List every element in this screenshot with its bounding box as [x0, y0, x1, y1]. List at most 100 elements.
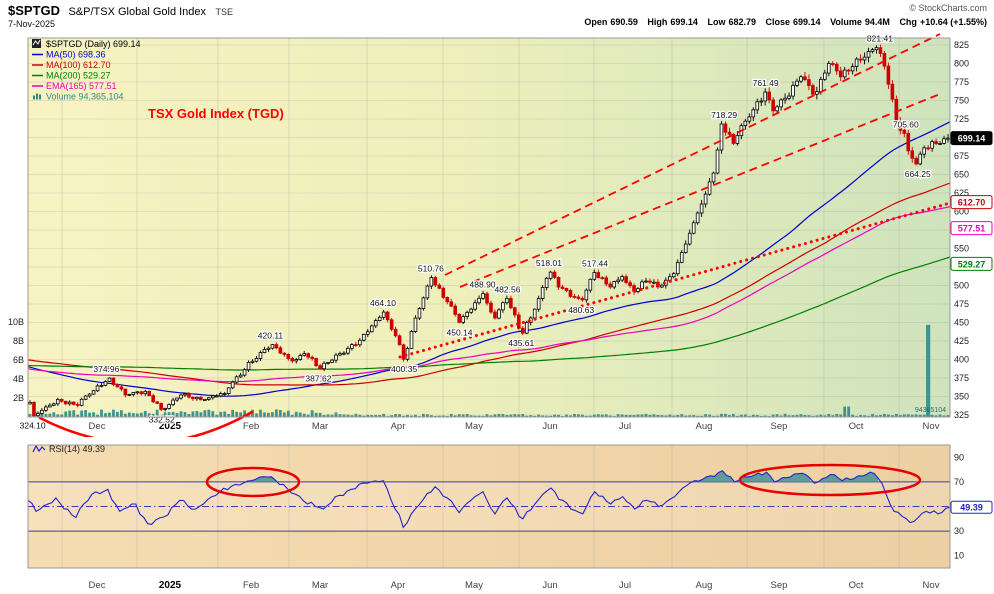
price-axis-label: 350 [954, 392, 969, 402]
chg-value: +10.64 (+1.55%) [919, 17, 987, 27]
svg-text:MA(100) 612.70: MA(100) 612.70 [46, 60, 111, 70]
rsi-panel-svg[interactable]: Dec 2025 Feb Mar Apr May Jun Jul Aug Sep Oct Nov 90 7… [0, 437, 994, 594]
svg-text:EMA(165) 577.51: EMA(165) 577.51 [46, 81, 117, 91]
month-label: Oct [849, 421, 864, 432]
sharpchart-icon [32, 39, 41, 48]
svg-text:Volume 94,365,104: Volume 94,365,104 [46, 92, 124, 102]
svg-text:577.51: 577.51 [958, 224, 986, 234]
price-axis-label: 750 [954, 96, 969, 106]
svg-text:821.41: 821.41 [867, 34, 893, 44]
month-label: Oct [849, 580, 864, 591]
volume-legend-icon [33, 95, 35, 100]
rsi-line [27, 470, 951, 529]
month-label: Sep [771, 580, 788, 591]
svg-text:435.61: 435.61 [508, 338, 534, 348]
high-value: 699.14 [670, 17, 698, 27]
svg-text:464.10: 464.10 [370, 298, 396, 308]
price-panel-svg[interactable]: 8258007757507257006756506256005755505255… [0, 32, 994, 437]
month-label: Nov [923, 580, 940, 591]
rsi-highlight-ellipse [205, 466, 301, 498]
price-axis-label: 650 [954, 170, 969, 180]
open-value: 690.59 [610, 17, 638, 27]
month-label: Feb [243, 421, 259, 432]
svg-text:49.39: 49.39 [960, 502, 983, 512]
svg-text:482.56: 482.56 [494, 284, 520, 294]
title-row: $SPTGD S&P/TSX Global Gold Index TSE [8, 2, 233, 20]
svg-text:324.10: 324.10 [20, 421, 46, 431]
month-label: Mar [312, 421, 328, 432]
svg-text:699.14: 699.14 [958, 134, 986, 144]
low-value: 682.79 [728, 17, 756, 27]
svg-text:420.11: 420.11 [258, 331, 284, 341]
month-label: Aug [696, 580, 713, 591]
svg-text:510.76: 510.76 [418, 264, 444, 274]
svg-text:400.35: 400.35 [391, 364, 417, 374]
svg-text:761.49: 761.49 [753, 78, 779, 88]
month-label: Jul [619, 421, 631, 432]
candles-layer [28, 44, 950, 417]
month-label: Jun [542, 421, 557, 432]
price-axis-label: 475 [954, 299, 969, 309]
high-label: High [647, 17, 668, 27]
month-label: Sep [771, 421, 788, 432]
price-axis-label: 325 [954, 410, 969, 420]
svg-text:$SPTGD (Daily) 699.14: $SPTGD (Daily) 699.14 [46, 39, 141, 49]
month-label: May [465, 580, 483, 591]
rsi-axis-label: 70 [954, 477, 964, 487]
price-axis-label: 500 [954, 281, 969, 291]
price-axis-label: 425 [954, 336, 969, 346]
rsi-plot-border [27, 444, 951, 569]
chart-header: $SPTGD S&P/TSX Global Gold Index TSE 7-N… [0, 0, 994, 32]
price-axis-label: 625 [954, 188, 969, 198]
close-value: 699.14 [793, 17, 821, 27]
volume-axis-label: 8B [13, 336, 24, 346]
svg-text:332.52: 332.52 [149, 414, 175, 424]
volume-axis-label: 6B [13, 355, 24, 365]
month-label: Dec [89, 421, 106, 432]
chart-annotation-title: TSX Gold Index (TGD) [148, 106, 284, 121]
month-label: Mar [312, 580, 328, 591]
close-label: Close [765, 17, 791, 27]
month-label: Apr [391, 421, 406, 432]
swing-price-labels: 324.10 374.96 332.52 420.11 387.62 464.10 400.… [18, 32, 932, 432]
svg-text:387.62: 387.62 [305, 374, 331, 384]
last-volume-value: 94365104 [915, 407, 946, 414]
svg-text:488.90: 488.90 [470, 280, 496, 290]
volume-label: Volume [830, 17, 862, 27]
month-label: 2025 [159, 421, 182, 432]
volume-axis-label: 10B [8, 317, 24, 327]
month-label: Nov [923, 421, 940, 432]
month-label: May [465, 421, 483, 432]
quote-bar: Open 690.59 High 699.14 Low 682.79 Close 699… [577, 17, 987, 27]
month-label: Apr [391, 580, 406, 591]
rsi-legend-icon [32, 444, 46, 453]
price-axis-label: 400 [954, 355, 969, 365]
svg-text:718.29: 718.29 [711, 110, 737, 120]
svg-text:612.70: 612.70 [958, 198, 986, 208]
svg-text:705.60: 705.60 [893, 119, 919, 129]
price-axis-label: 725 [954, 114, 969, 124]
price-axis-label: 450 [954, 318, 969, 328]
price-axis-label: 550 [954, 244, 969, 254]
axis-value-boxes: 699.14 612.70 577.51 529.27 [950, 131, 993, 271]
svg-text:450.14: 450.14 [446, 327, 472, 337]
price-axis-label: 600 [954, 207, 969, 217]
month-label: Aug [696, 421, 713, 432]
symbol: $SPTGD [8, 3, 61, 18]
month-label: Jul [619, 580, 631, 591]
svg-text:518.01: 518.01 [536, 258, 562, 268]
saucer-annotation [38, 410, 254, 437]
volume-axis-label: 2B [13, 393, 24, 403]
price-axis-label: 675 [954, 151, 969, 161]
index-name: S&P/TSX Global Gold Index [68, 6, 207, 18]
month-label: Dec [89, 580, 106, 591]
svg-text:374.96: 374.96 [93, 364, 119, 374]
rsi-axis-label: 30 [954, 526, 964, 536]
exchange: TSE [215, 7, 234, 17]
volume-axis-label: 4B [13, 374, 24, 384]
volume-value: 94.4M [864, 17, 890, 27]
price-axis-label: 800 [954, 59, 969, 69]
price-axis-label: 825 [954, 40, 969, 50]
